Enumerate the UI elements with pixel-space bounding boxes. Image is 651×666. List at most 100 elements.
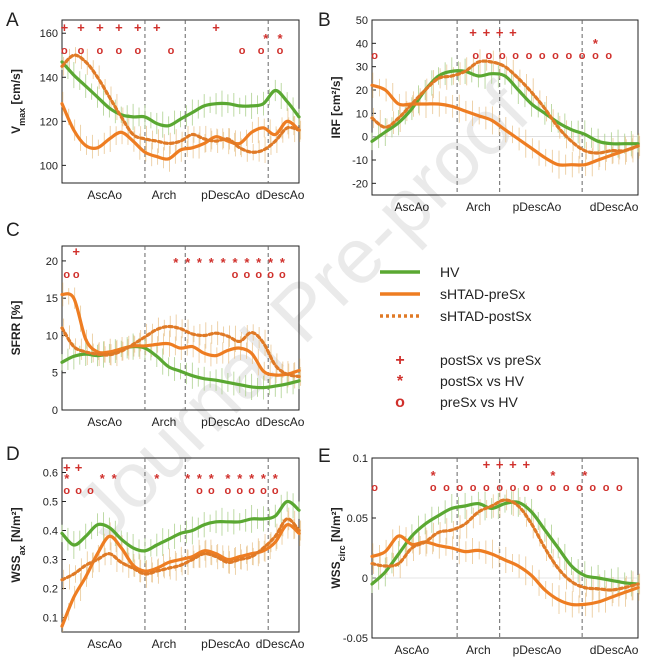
series-line-hv <box>60 499 301 553</box>
significance-marker-plus: + <box>483 457 491 472</box>
significance-marker-circle: o <box>63 485 70 497</box>
significance-marker-circle: o <box>168 45 175 57</box>
y-tick-label: 50 <box>356 15 368 27</box>
significance-marker-circle: o <box>73 269 80 281</box>
x-region-label: pDescAo <box>513 643 562 657</box>
y-label-sub: ax <box>17 545 27 555</box>
significance-marker-star: * <box>244 255 250 270</box>
x-region-label: dDescAo <box>590 200 639 214</box>
y-label-unit: [cm²/s] <box>329 76 343 119</box>
panel-c: C 0 5 10 15 20 SFRR [%] AscAo Arch pDescAo dDescAo… <box>6 220 305 429</box>
x-region-label: Arch <box>466 200 491 214</box>
significance-marker-circle: o <box>75 485 82 497</box>
legend-marker-symbol: * <box>397 373 404 390</box>
significance-marker-plus: + <box>77 20 85 35</box>
y-tick-label: 160 <box>40 28 58 40</box>
legend-marker-label: postSx vs HV <box>440 373 525 389</box>
significance-marker-circle: o <box>565 50 572 62</box>
significance-marker-circle: o <box>97 45 104 57</box>
significance-marker-circle: o <box>536 482 543 494</box>
legend-label: sHTAD-preSx <box>440 286 525 302</box>
y-tick-label: 0 <box>52 405 58 417</box>
significance-marker-circle: o <box>272 485 279 497</box>
y-tick-label: -0.05 <box>343 633 368 645</box>
y-label-sub: max <box>17 108 27 126</box>
significance-marker-star: * <box>232 255 238 270</box>
significance-marker-circle: o <box>589 482 596 494</box>
x-region-label: Arch <box>466 643 491 657</box>
significance-marker-plus: + <box>63 460 71 475</box>
x-region-label: pDescAo <box>201 637 250 651</box>
series-line-pre <box>60 292 301 377</box>
significance-marker-circle: o <box>239 45 246 57</box>
axes-frame <box>371 19 639 196</box>
y-tick-label: 0.05 <box>347 513 368 525</box>
significance-marker-plus: + <box>134 20 142 35</box>
significance-marker-circle: o <box>78 45 85 57</box>
y-tick-label: 0 <box>362 132 368 144</box>
y-tick-label: 0.1 <box>43 613 58 625</box>
legend-marker-symbol: + <box>395 352 404 369</box>
significance-marker-circle: o <box>208 485 215 497</box>
significance-marker-star: * <box>185 471 191 486</box>
y-label-unit: [cm/s] <box>9 69 23 108</box>
y-label-unit: [N/m²] <box>329 507 343 545</box>
x-region-label: pDescAo <box>201 188 250 202</box>
significance-marker-plus: + <box>522 457 530 472</box>
significance-marker-star: * <box>112 471 118 486</box>
significance-marker-circle: o <box>510 482 517 494</box>
axes-frame <box>61 19 300 184</box>
significance-marker-star: * <box>64 471 70 486</box>
significance-marker-circle: o <box>592 50 599 62</box>
significance-marker-star: * <box>261 471 267 486</box>
y-axis-label: WSScirc [N/m²] <box>329 507 347 588</box>
panel-label: B <box>318 10 331 31</box>
significance-marker-plus: + <box>469 25 477 40</box>
significance-marker-plus: + <box>75 460 83 475</box>
significance-marker-star: * <box>197 255 203 270</box>
y-tick-label: 0 <box>362 573 368 585</box>
significance-marker-star: * <box>225 471 231 486</box>
panel-label: A <box>6 10 19 31</box>
significance-marker-plus: + <box>496 457 504 472</box>
significance-marker-circle: o <box>523 482 530 494</box>
x-region-label: AscAo <box>87 415 122 429</box>
significance-marker-circle: o <box>470 482 477 494</box>
panel-e: E 0.1 0.05 0 -0.05 WSScirc [N/m²] AscAo Arch pDe… <box>318 446 641 657</box>
significance-marker-circle: o <box>486 50 493 62</box>
panel-label: D <box>6 444 20 465</box>
y-tick-label: 10 <box>356 108 368 120</box>
significance-marker-circle: o <box>255 269 262 281</box>
significance-marker-circle: o <box>87 485 94 497</box>
panel-label: C <box>6 220 20 241</box>
significance-marker-star: * <box>237 471 243 486</box>
significance-marker-circle: o <box>61 45 68 57</box>
significance-marker-star: * <box>268 255 274 270</box>
significance-marker-circle: o <box>550 482 557 494</box>
legend-marker-label: preSx vs HV <box>440 394 518 410</box>
x-region-label: AscAo <box>395 643 430 657</box>
x-region-label: dDescAo <box>590 643 639 657</box>
legend: HV sHTAD-preSx sHTAD-postSx + postSx vs preS… <box>380 264 541 411</box>
y-tick-label: 0.6 <box>43 468 58 480</box>
y-tick-label: 0.2 <box>43 584 58 596</box>
significance-marker-plus: + <box>483 25 491 40</box>
series-line-post <box>370 59 640 155</box>
significance-marker-star: * <box>280 255 286 270</box>
significance-marker-circle: o <box>483 482 490 494</box>
significance-marker-star: * <box>154 471 160 486</box>
significance-marker-plus: + <box>61 20 69 35</box>
y-tick-label: -20 <box>352 178 368 190</box>
legend-marker-symbol: o <box>395 394 405 411</box>
series-line-pre <box>60 102 301 161</box>
series-line-post <box>60 324 301 379</box>
series-line-post <box>370 498 640 592</box>
significance-marker-circle: o <box>605 50 612 62</box>
y-tick-label: 0.5 <box>43 497 58 509</box>
significance-marker-plus: + <box>509 457 517 472</box>
significance-marker-star: * <box>100 471 106 486</box>
significance-marker-plus: + <box>212 20 220 35</box>
significance-marker-circle: o <box>236 485 243 497</box>
